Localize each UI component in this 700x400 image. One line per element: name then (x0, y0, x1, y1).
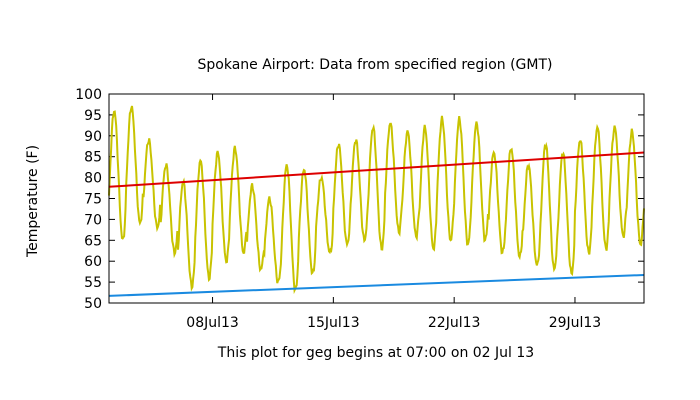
y-tick-label: 55 (84, 275, 102, 291)
normal-high-line (108, 151, 645, 188)
y-tick-label: 60 (84, 254, 102, 270)
plot-frame (108, 93, 645, 304)
y-tick-label: 80 (84, 171, 102, 187)
x-tick-label: 22Jul13 (428, 315, 481, 331)
y-axis-label: Temperature (F) (25, 145, 41, 258)
x-tick-label: 15Jul13 (307, 315, 360, 331)
y-tick-label: 65 (84, 233, 102, 249)
y-tick-label: 50 (84, 296, 102, 312)
y-axis: 50 55 60 65 70 75 80 85 90 95 100 (75, 87, 644, 312)
y-tick-label: 90 (84, 129, 102, 145)
y-tick-label: 100 (75, 87, 102, 103)
chart-title: Spokane Airport: Data from specified reg… (198, 57, 553, 73)
y-tick-label: 70 (84, 212, 102, 228)
x-tick-label: 08Jul13 (186, 315, 239, 331)
series-layer (108, 105, 645, 297)
y-tick-label: 85 (84, 150, 102, 166)
observed-temperature-line (108, 105, 645, 295)
x-axis: 08Jul13 15Jul13 22Jul13 29Jul13 (186, 94, 601, 331)
normal-low-line (108, 273, 645, 297)
x-tick-label: 29Jul13 (549, 315, 602, 331)
y-tick-label: 75 (84, 192, 102, 208)
x-axis-label: This plot for geg begins at 07:00 on 02 … (217, 345, 534, 361)
y-tick-label: 95 (84, 108, 102, 124)
